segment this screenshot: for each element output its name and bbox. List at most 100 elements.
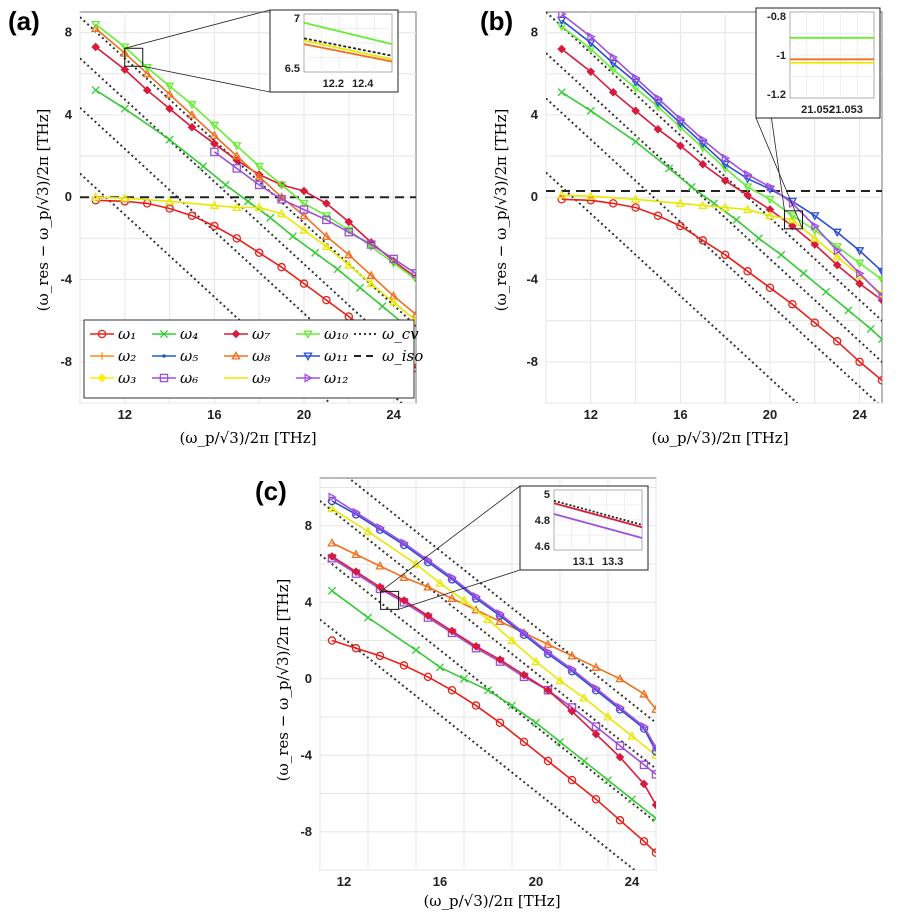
data-point [557, 195, 566, 204]
zoom-box [124, 47, 144, 67]
data-point [531, 718, 541, 727]
legend-marker [97, 329, 107, 339]
data-point [766, 182, 775, 192]
data-point [579, 756, 589, 766]
data-point [720, 164, 730, 174]
data-point [877, 376, 882, 385]
legend-label: ω₁₁ [324, 347, 348, 365]
y-tick-label: -4 [526, 272, 538, 287]
data-point [322, 295, 331, 305]
data-point [187, 109, 197, 119]
data-point [376, 523, 385, 533]
data-point [832, 337, 842, 346]
data-point [787, 214, 798, 224]
data-point [423, 672, 433, 682]
data-point [423, 582, 433, 591]
data-point [631, 203, 640, 212]
data-point [675, 119, 686, 129]
legend-label: ω₅ [180, 347, 198, 365]
data-point [311, 248, 320, 257]
data-point [639, 837, 649, 846]
data-point [366, 240, 376, 249]
series-line [561, 13, 882, 297]
data-point [351, 643, 361, 653]
data-point [586, 39, 596, 48]
data-point [810, 233, 820, 242]
data-point [721, 153, 731, 163]
inset-x-tick: 13.3 [602, 556, 623, 568]
data-point [609, 52, 619, 62]
data-point [299, 279, 309, 288]
legend-label: ω_cv [382, 325, 419, 343]
data-point [543, 639, 553, 648]
inset-x-tick: 21.053 [829, 104, 863, 116]
data-point [765, 210, 775, 220]
legend-marker [303, 330, 313, 339]
data-point [277, 195, 286, 204]
cv-line [80, 172, 332, 403]
x-tick-label: 24 [386, 407, 401, 422]
y-tick-label: 8 [65, 25, 72, 40]
data-point [640, 721, 649, 732]
data-point [164, 196, 175, 205]
y-tick-label: -8 [60, 354, 72, 369]
data-point [411, 275, 416, 285]
data-point [232, 234, 242, 243]
inset-x-tick: 21.052 [801, 104, 835, 116]
data-point [120, 65, 130, 74]
data-point [375, 651, 385, 661]
legend-label: ω₁₀ [324, 325, 348, 343]
data-point [615, 741, 625, 750]
data-point [327, 552, 337, 561]
data-point [90, 192, 101, 201]
data-point [411, 269, 416, 278]
data-point [810, 240, 820, 249]
legend-marker [303, 352, 313, 361]
data-point [91, 86, 100, 95]
legend-label: ω₁ [118, 325, 136, 343]
legend-marker [97, 373, 107, 383]
data-point [603, 712, 613, 721]
data-point [142, 68, 152, 78]
x-tick-label: 24 [852, 407, 867, 422]
legend-marker [159, 373, 169, 383]
data-point [322, 215, 331, 225]
data-point [586, 67, 596, 76]
data-point [328, 492, 337, 502]
cv-line [546, 52, 882, 364]
inset-y-tick: -0.8 [767, 11, 786, 23]
series-line [95, 196, 416, 322]
data-point [651, 747, 656, 756]
data-point [378, 302, 387, 311]
series-line [331, 639, 656, 854]
data-point [698, 144, 708, 153]
inset-y-tick: 4.8 [535, 515, 550, 527]
data-point [210, 147, 219, 157]
data-point [630, 78, 641, 87]
data-point [608, 59, 618, 69]
series-layer [320, 478, 656, 870]
data-point [471, 605, 481, 614]
data-point [877, 275, 882, 285]
zoom-connector [124, 9, 271, 49]
data-point [631, 137, 640, 146]
panel-label-b: (b) [480, 6, 513, 36]
data-point [352, 507, 361, 518]
data-point [615, 816, 625, 825]
legend-label: ω₈ [252, 347, 270, 365]
data-point [810, 226, 820, 236]
data-point [90, 20, 101, 30]
legend-marker [159, 329, 169, 339]
inset-y-tick: -1.2 [767, 89, 786, 101]
data-point [91, 42, 100, 52]
data-point [472, 591, 481, 602]
data-point [675, 198, 686, 207]
data-point [616, 702, 625, 713]
data-point [651, 848, 656, 858]
x-tick-label: 24 [625, 874, 640, 889]
data-point [687, 182, 696, 191]
panel-label-a: (a) [8, 6, 40, 36]
data-point [810, 212, 820, 221]
data-point [363, 613, 373, 622]
data-point [447, 686, 457, 695]
